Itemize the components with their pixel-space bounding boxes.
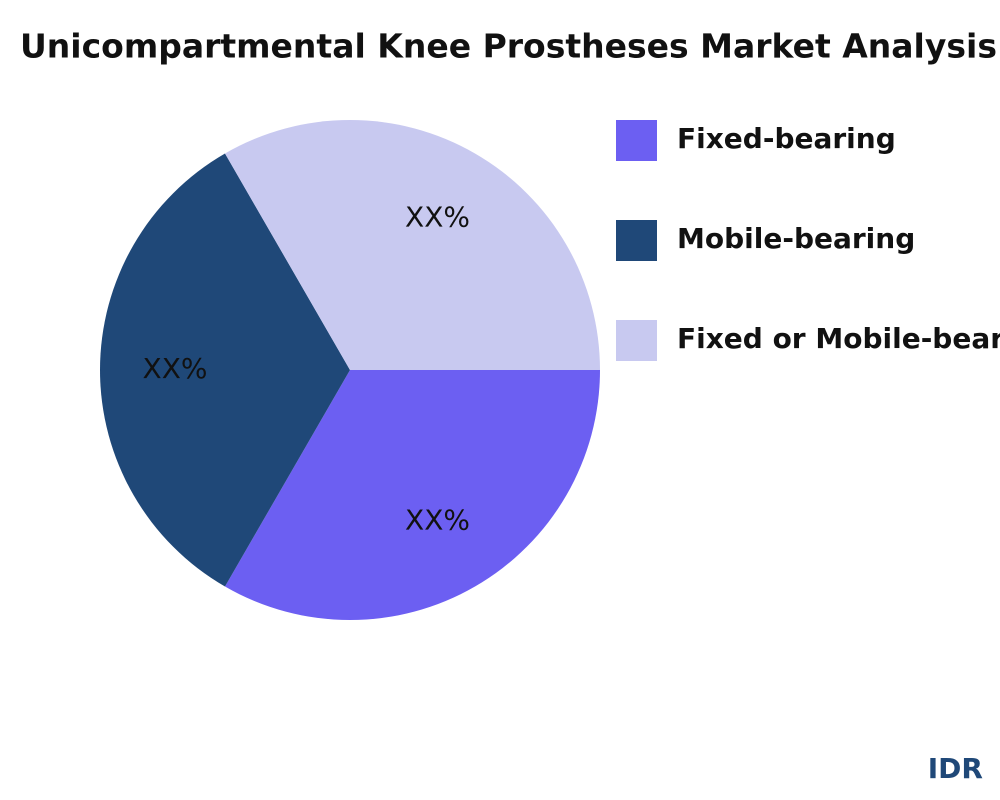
chart-title: Unicompartmental Knee Prostheses Market … [20,27,997,66]
legend-swatch [616,120,657,161]
pie-slice [225,119,600,370]
data-label: XX% [143,352,208,385]
legend-label: Fixed or Mobile-bearing [677,322,1000,355]
data-label: XX% [405,200,470,233]
legend-label: Mobile-bearing [677,222,915,255]
legend-label: Fixed-bearing [677,122,896,155]
data-label: XX% [405,504,470,537]
legend-swatch [616,220,657,261]
legend-swatch [616,320,657,361]
logo: IDR [928,752,983,785]
pie-slice [225,370,600,620]
